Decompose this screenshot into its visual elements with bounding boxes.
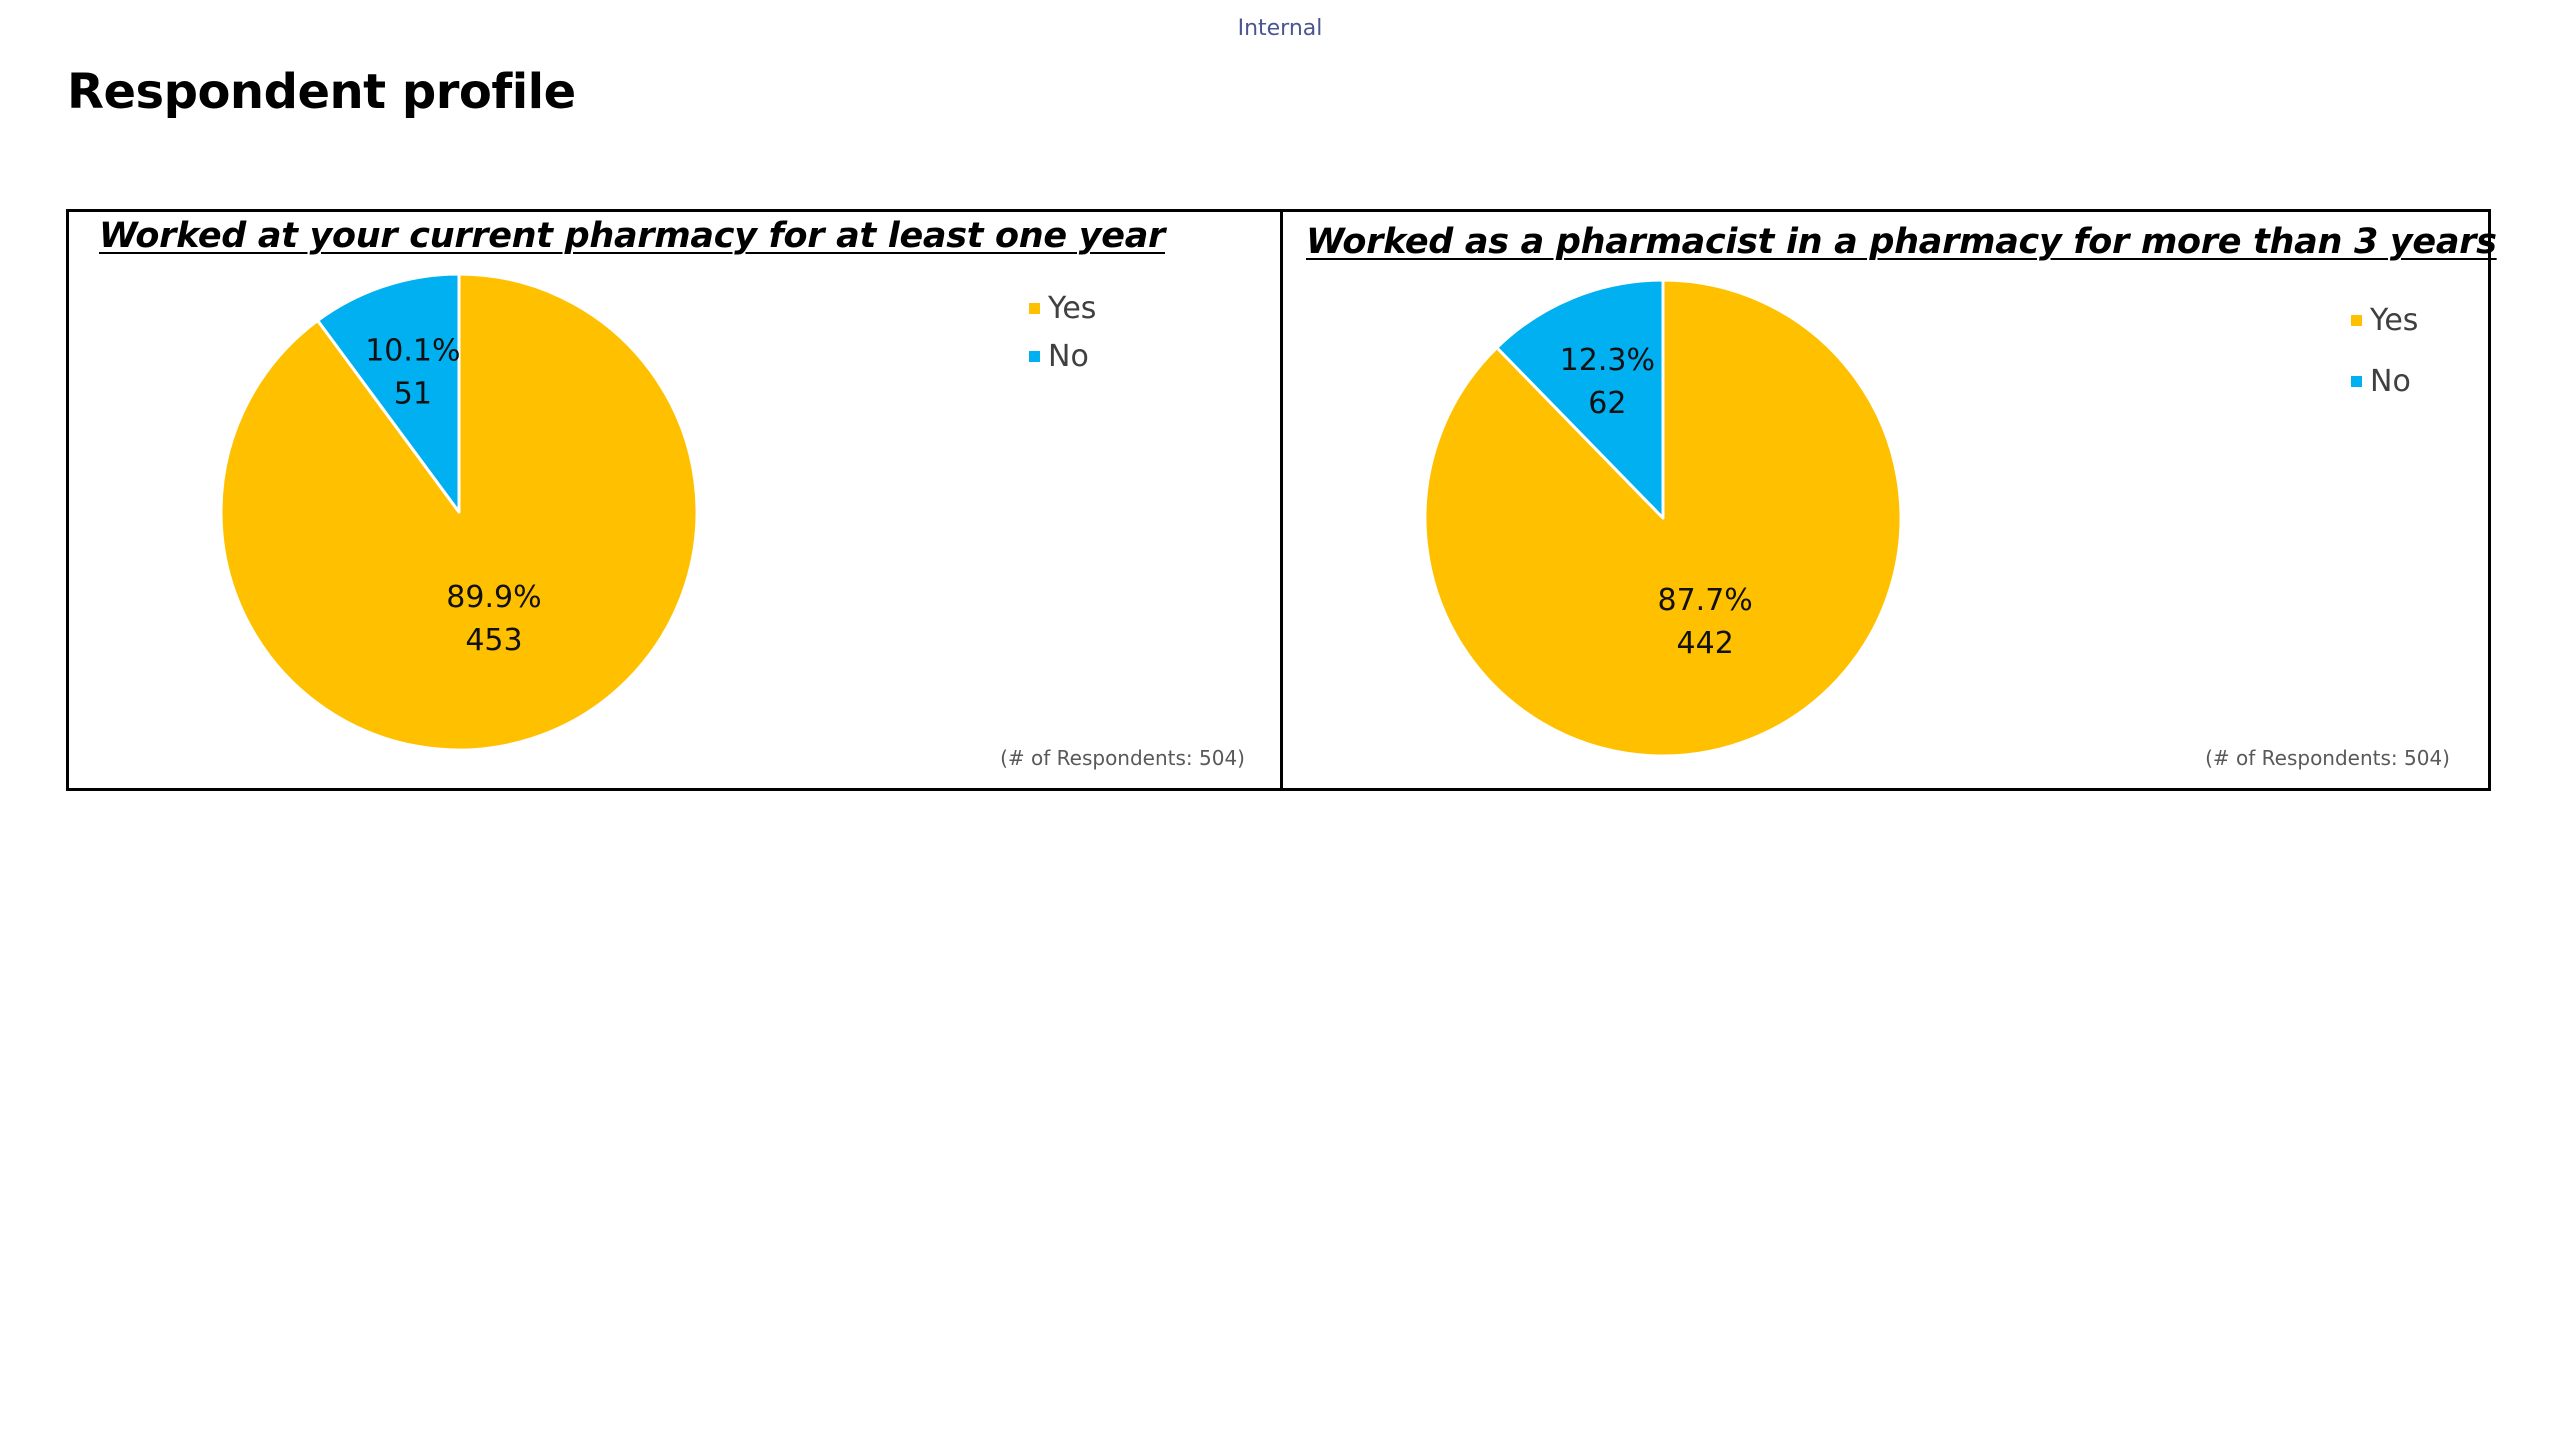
legend-label: No [2370,364,2411,399]
respondent-count-note: (# of Respondents: 504) [1000,746,1245,770]
legend-label: Yes [2370,303,2419,338]
legend-swatch-yes [2351,315,2362,326]
pie-label-yes: 89.9% 453 [446,580,541,658]
chart-title: Worked as a pharmacist in a pharmacy for… [1306,222,2497,262]
pie-label-percent: 10.1% [365,333,460,368]
pie-label-percent: 89.9% [446,580,541,615]
pie-label-count: 453 [465,623,522,658]
chart-panel-pharmacist-experience: Worked as a pharmacist in a pharmacy for… [1283,212,2497,788]
legend-item-no: No [1029,332,1096,380]
pie-slice-no [1495,278,1665,520]
pie-chart: 89.9% 453 10.1% 51 [219,272,699,752]
chart-legend: Yes No [2351,290,2418,412]
classification-label: Internal [1237,16,1323,41]
legend-swatch-no [2351,376,2362,387]
page-title: Respondent profile [67,64,576,120]
legend-swatch-yes [1029,302,1040,314]
legend-item-yes: Yes [2351,290,2418,351]
pie-label-no: 12.3% 62 [1560,343,1655,421]
pie-label-yes: 87.7% 442 [1658,583,1753,661]
pie-slice-no [316,272,461,514]
legend-item-yes: Yes [1029,284,1096,332]
pie-label-count: 62 [1588,386,1626,421]
pie-label-percent: 87.7% [1658,583,1753,618]
pie-label-count: 51 [394,376,432,411]
chart-legend: Yes No [1029,284,1096,380]
charts-frame: Worked at your current pharmacy for at l… [66,209,2497,791]
legend-swatch-no [1029,350,1040,362]
chart-panel-current-pharmacy: Worked at your current pharmacy for at l… [69,212,1283,788]
pie-label-percent: 12.3% [1560,343,1655,378]
pie-label-count: 442 [1677,626,1734,661]
legend-label: Yes [1048,290,1097,326]
legend-item-no: No [2351,351,2418,412]
pie-chart: 87.7% 442 12.3% 62 [1423,278,1903,758]
pie-label-no: 10.1% 51 [365,333,460,411]
legend-label: No [1048,338,1089,374]
chart-title: Worked at your current pharmacy for at l… [99,216,1165,256]
respondent-count-note: (# of Respondents: 504) [2205,746,2450,770]
